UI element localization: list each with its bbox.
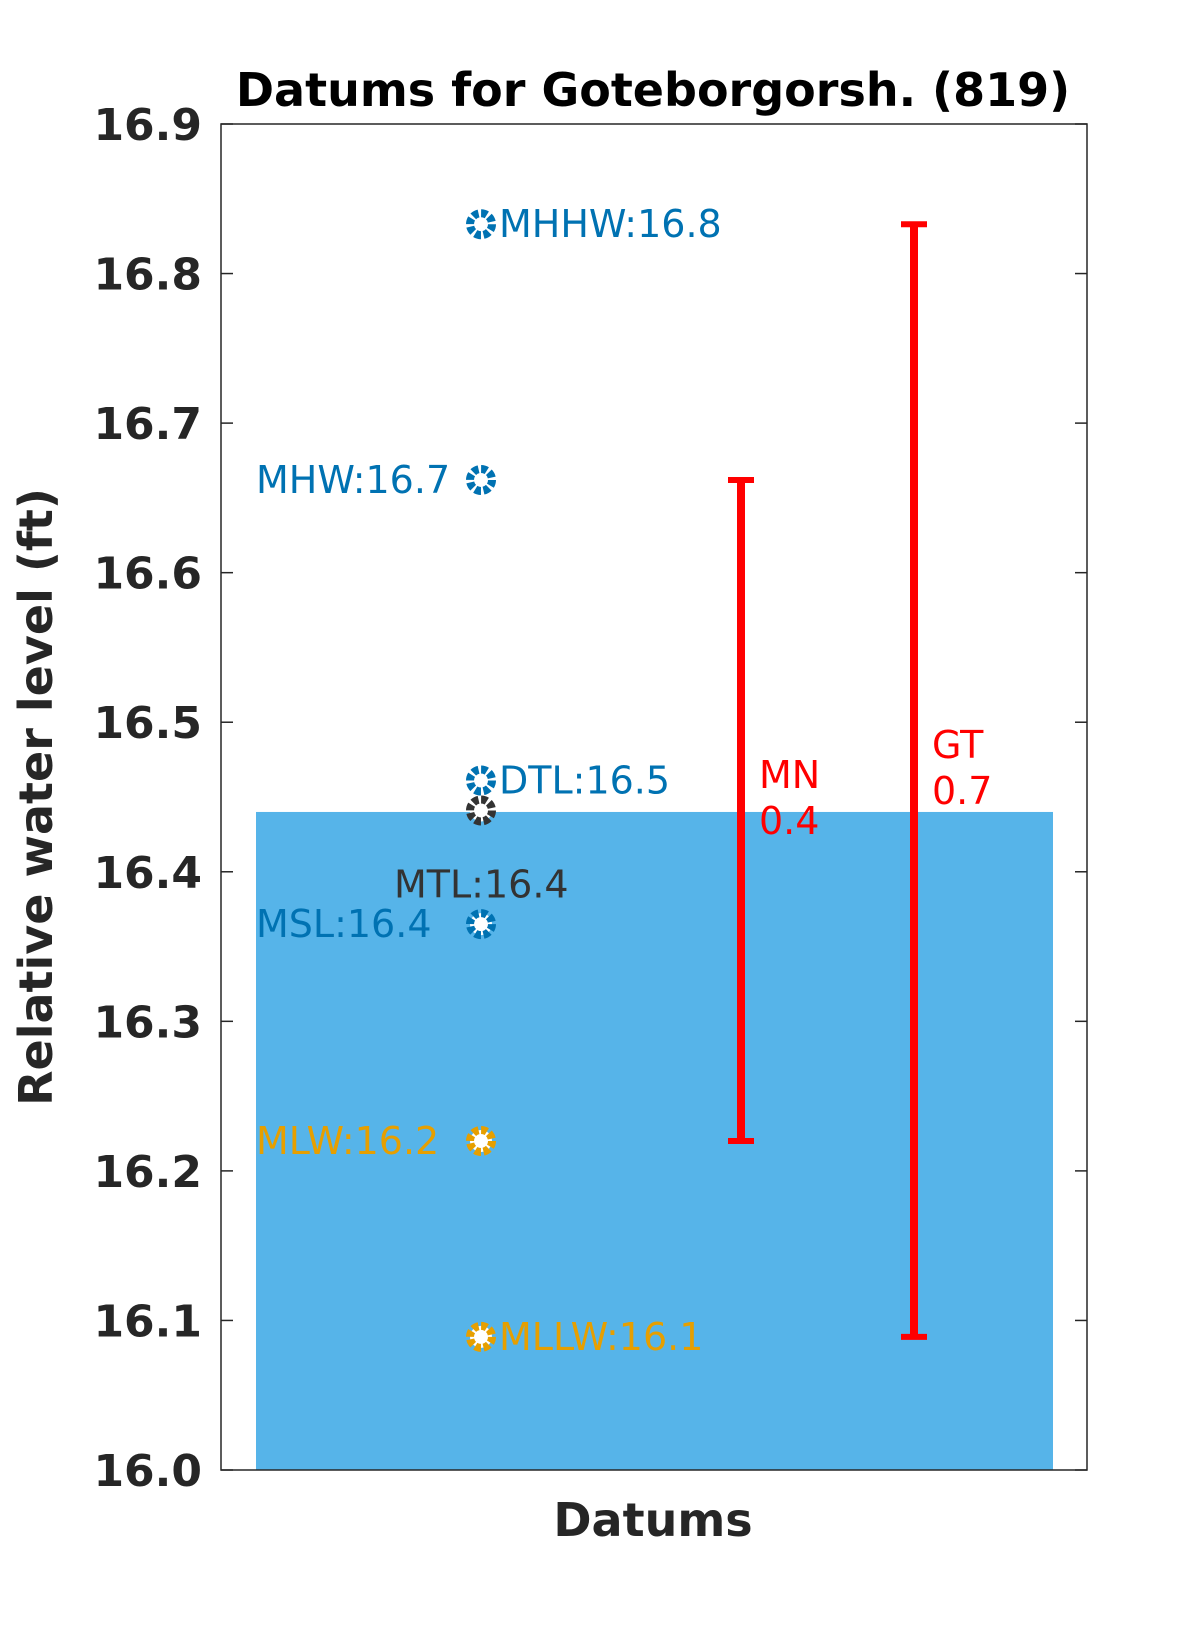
range-name-label: GT [932,723,984,767]
datum-marker [466,1125,496,1156]
y-tick-label: 16.8 [93,250,202,301]
chart-title: Datums for Goteborgorsh. (819) [236,63,1070,117]
range-value-label: 0.7 [932,769,992,813]
datum-marker [466,909,496,940]
datum-label: MSL:16.4 [256,902,432,946]
y-tick-label: 16.2 [93,1147,202,1198]
datum-label: MHW:16.7 [256,458,450,502]
bar-mtl [256,811,1053,1470]
y-axis-label: Relative water level (ft) [9,488,63,1106]
datum-marker [466,795,496,826]
datum-marker [466,765,496,796]
datum-markers: MHHW:16.8 MHW:16.7 DTL:16.5 MTL:16.4MSL:16.… [256,202,722,1359]
y-axis-ticks: 16.0 16.1 16.2 16.3 16.4 16.5 16.6 16.7 16.8 16.9 [93,100,1087,1497]
y-tick-label: 16.0 [93,1446,202,1497]
datum-marker [466,464,496,495]
y-tick-label: 16.9 [93,100,202,151]
datum-label: MTL:16.4 [394,862,569,906]
y-tick-label: 16.3 [93,997,202,1048]
datum-label: DTL:16.5 [499,759,670,803]
datum-label: MLW:16.2 [256,1119,439,1163]
range-value-label: 0.4 [759,799,819,843]
bar-layer [256,811,1053,1470]
y-tick-label: 16.1 [93,1296,202,1347]
y-tick-label: 16.5 [93,698,202,749]
y-tick-label: 16.7 [93,399,202,450]
y-tick-label: 16.6 [93,549,202,600]
datum-label: MLLW:16.1 [499,1315,703,1359]
datum-label: MHHW:16.8 [499,202,722,246]
range-layer: MN0.4 GT0.7 [728,221,992,1340]
x-axis-label: Datums [553,1493,752,1547]
datum-marker [466,209,496,240]
y-tick-label: 16.4 [93,848,202,899]
range-name-label: MN [759,753,820,797]
plot-frame [220,123,1088,1471]
datum-marker [466,1321,496,1352]
